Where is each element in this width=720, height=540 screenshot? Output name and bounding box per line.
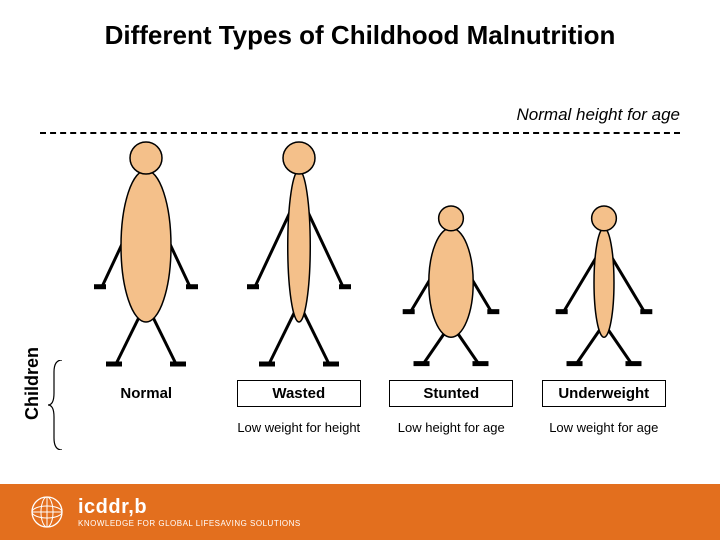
globe-icon xyxy=(30,495,64,529)
brace-icon xyxy=(48,360,66,450)
figure-wasted xyxy=(229,140,369,370)
label-text: Underweight xyxy=(542,380,666,407)
footer-logo: icddr,b KNOWLEDGE FOR GLOBAL LIFESAVING … xyxy=(30,495,301,529)
labels-row: Normal Wasted Stunted Underweight xyxy=(70,380,680,407)
label-normal: Normal xyxy=(76,380,216,407)
child-figure xyxy=(86,140,206,370)
footer-tagline: KNOWLEDGE FOR GLOBAL LIFESAVING SOLUTION… xyxy=(78,519,301,528)
figure-underweight xyxy=(534,204,674,370)
desc-normal xyxy=(76,420,216,435)
label-stunted: Stunted xyxy=(381,380,521,407)
figure-stunted xyxy=(381,204,521,370)
footer-text: icddr,b KNOWLEDGE FOR GLOBAL LIFESAVING … xyxy=(78,496,301,528)
normal-height-label: Normal height for age xyxy=(517,105,680,125)
slide: Different Types of Childhood Malnutritio… xyxy=(0,0,720,540)
desc-stunted: Low height for age xyxy=(381,420,521,435)
footer-bar: icddr,b KNOWLEDGE FOR GLOBAL LIFESAVING … xyxy=(0,484,720,540)
figure-normal xyxy=(76,140,216,370)
label-text: Normal xyxy=(114,380,178,407)
desc-wasted: Low weight for height xyxy=(229,420,369,435)
child-figure xyxy=(391,204,511,370)
descriptions-row: Low weight for height Low height for age L… xyxy=(70,420,680,435)
y-axis-label: Children xyxy=(22,347,43,420)
child-figure xyxy=(239,140,359,370)
label-underweight: Underweight xyxy=(534,380,674,407)
desc-underweight: Low weight for age xyxy=(534,420,674,435)
footer-brand: icddr,b xyxy=(78,496,301,519)
label-text: Wasted xyxy=(237,380,361,407)
label-wasted: Wasted xyxy=(229,380,369,407)
label-text: Stunted xyxy=(389,380,513,407)
figures-row xyxy=(70,130,680,370)
child-figure xyxy=(544,204,664,370)
slide-title: Different Types of Childhood Malnutritio… xyxy=(0,20,720,51)
